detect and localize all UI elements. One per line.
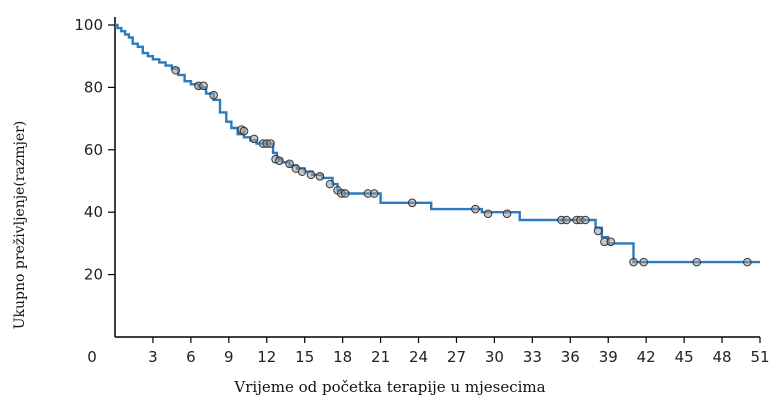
censor-marker — [239, 126, 249, 136]
x-tick-label: 36 — [561, 348, 580, 366]
series-layer — [115, 23, 760, 264]
x-tick-label: 24 — [409, 348, 428, 366]
x-tick-label: 15 — [295, 348, 314, 366]
axes — [114, 17, 760, 338]
censor-marker — [249, 134, 259, 144]
y-tick-label: 80 — [84, 78, 103, 96]
censor-marker — [562, 215, 571, 225]
x-tick-label: 30 — [485, 348, 504, 366]
x-tick-label: 21 — [371, 348, 390, 366]
censor-marker — [209, 90, 218, 100]
censor-marker — [483, 209, 493, 219]
x-tick-label: 42 — [637, 348, 656, 366]
censor-marker — [275, 156, 284, 166]
x-tick-label: 18 — [333, 348, 352, 366]
y-tick-label: 100 — [74, 16, 103, 34]
censor-marker — [306, 170, 316, 180]
survival-curve-line — [115, 23, 760, 264]
censor-marker — [340, 189, 350, 198]
censor-marker — [199, 81, 208, 91]
x-tick-label: 6 — [186, 348, 196, 366]
x-tick-label: 45 — [675, 348, 694, 366]
x-tick-label: 12 — [257, 348, 276, 366]
censor-marker — [266, 139, 275, 148]
censor-marker — [502, 209, 512, 219]
y-ticks: 20 40 60 80 100 — [74, 16, 115, 284]
censor-marker — [639, 257, 648, 267]
censor-marker — [593, 226, 603, 236]
x-tick-label: 39 — [599, 348, 618, 366]
censor-marker — [315, 172, 325, 181]
censor-marker — [369, 189, 379, 198]
x-tick-label: 9 — [224, 348, 234, 366]
x-tick-label: 3 — [148, 348, 158, 366]
x-tick-label: 48 — [713, 348, 732, 366]
censor-marker — [471, 204, 480, 214]
censor-marker — [743, 257, 752, 267]
y-axis-label: Ukupno preživljenje(razmjer) — [12, 121, 28, 330]
y-tick-label: 20 — [84, 266, 103, 284]
x-tick-label: 51 — [750, 348, 769, 366]
censor-marker — [581, 215, 590, 225]
censor-marker — [285, 159, 294, 169]
censor-marker — [297, 167, 307, 176]
censor-marker — [606, 237, 616, 247]
censor-marker — [692, 257, 702, 267]
y-tick-label: 40 — [84, 203, 103, 221]
x-tick-label: 33 — [523, 348, 542, 366]
censor-markers — [171, 65, 752, 267]
censor-marker — [629, 257, 638, 267]
censor-marker — [325, 179, 335, 189]
x-tick-label: 27 — [447, 348, 466, 366]
x-ticks: 0 3 6 9 12 15 18 21 24 27 30 33 36 39 42 45 48 51 — [87, 337, 770, 366]
x-axis-label: Vrijeme od početka terapije u mjesecima — [233, 378, 545, 396]
censor-marker — [171, 65, 181, 75]
censor-marker — [407, 198, 417, 208]
x-tick-label: 0 — [87, 348, 97, 366]
y-tick-label: 60 — [84, 141, 103, 159]
